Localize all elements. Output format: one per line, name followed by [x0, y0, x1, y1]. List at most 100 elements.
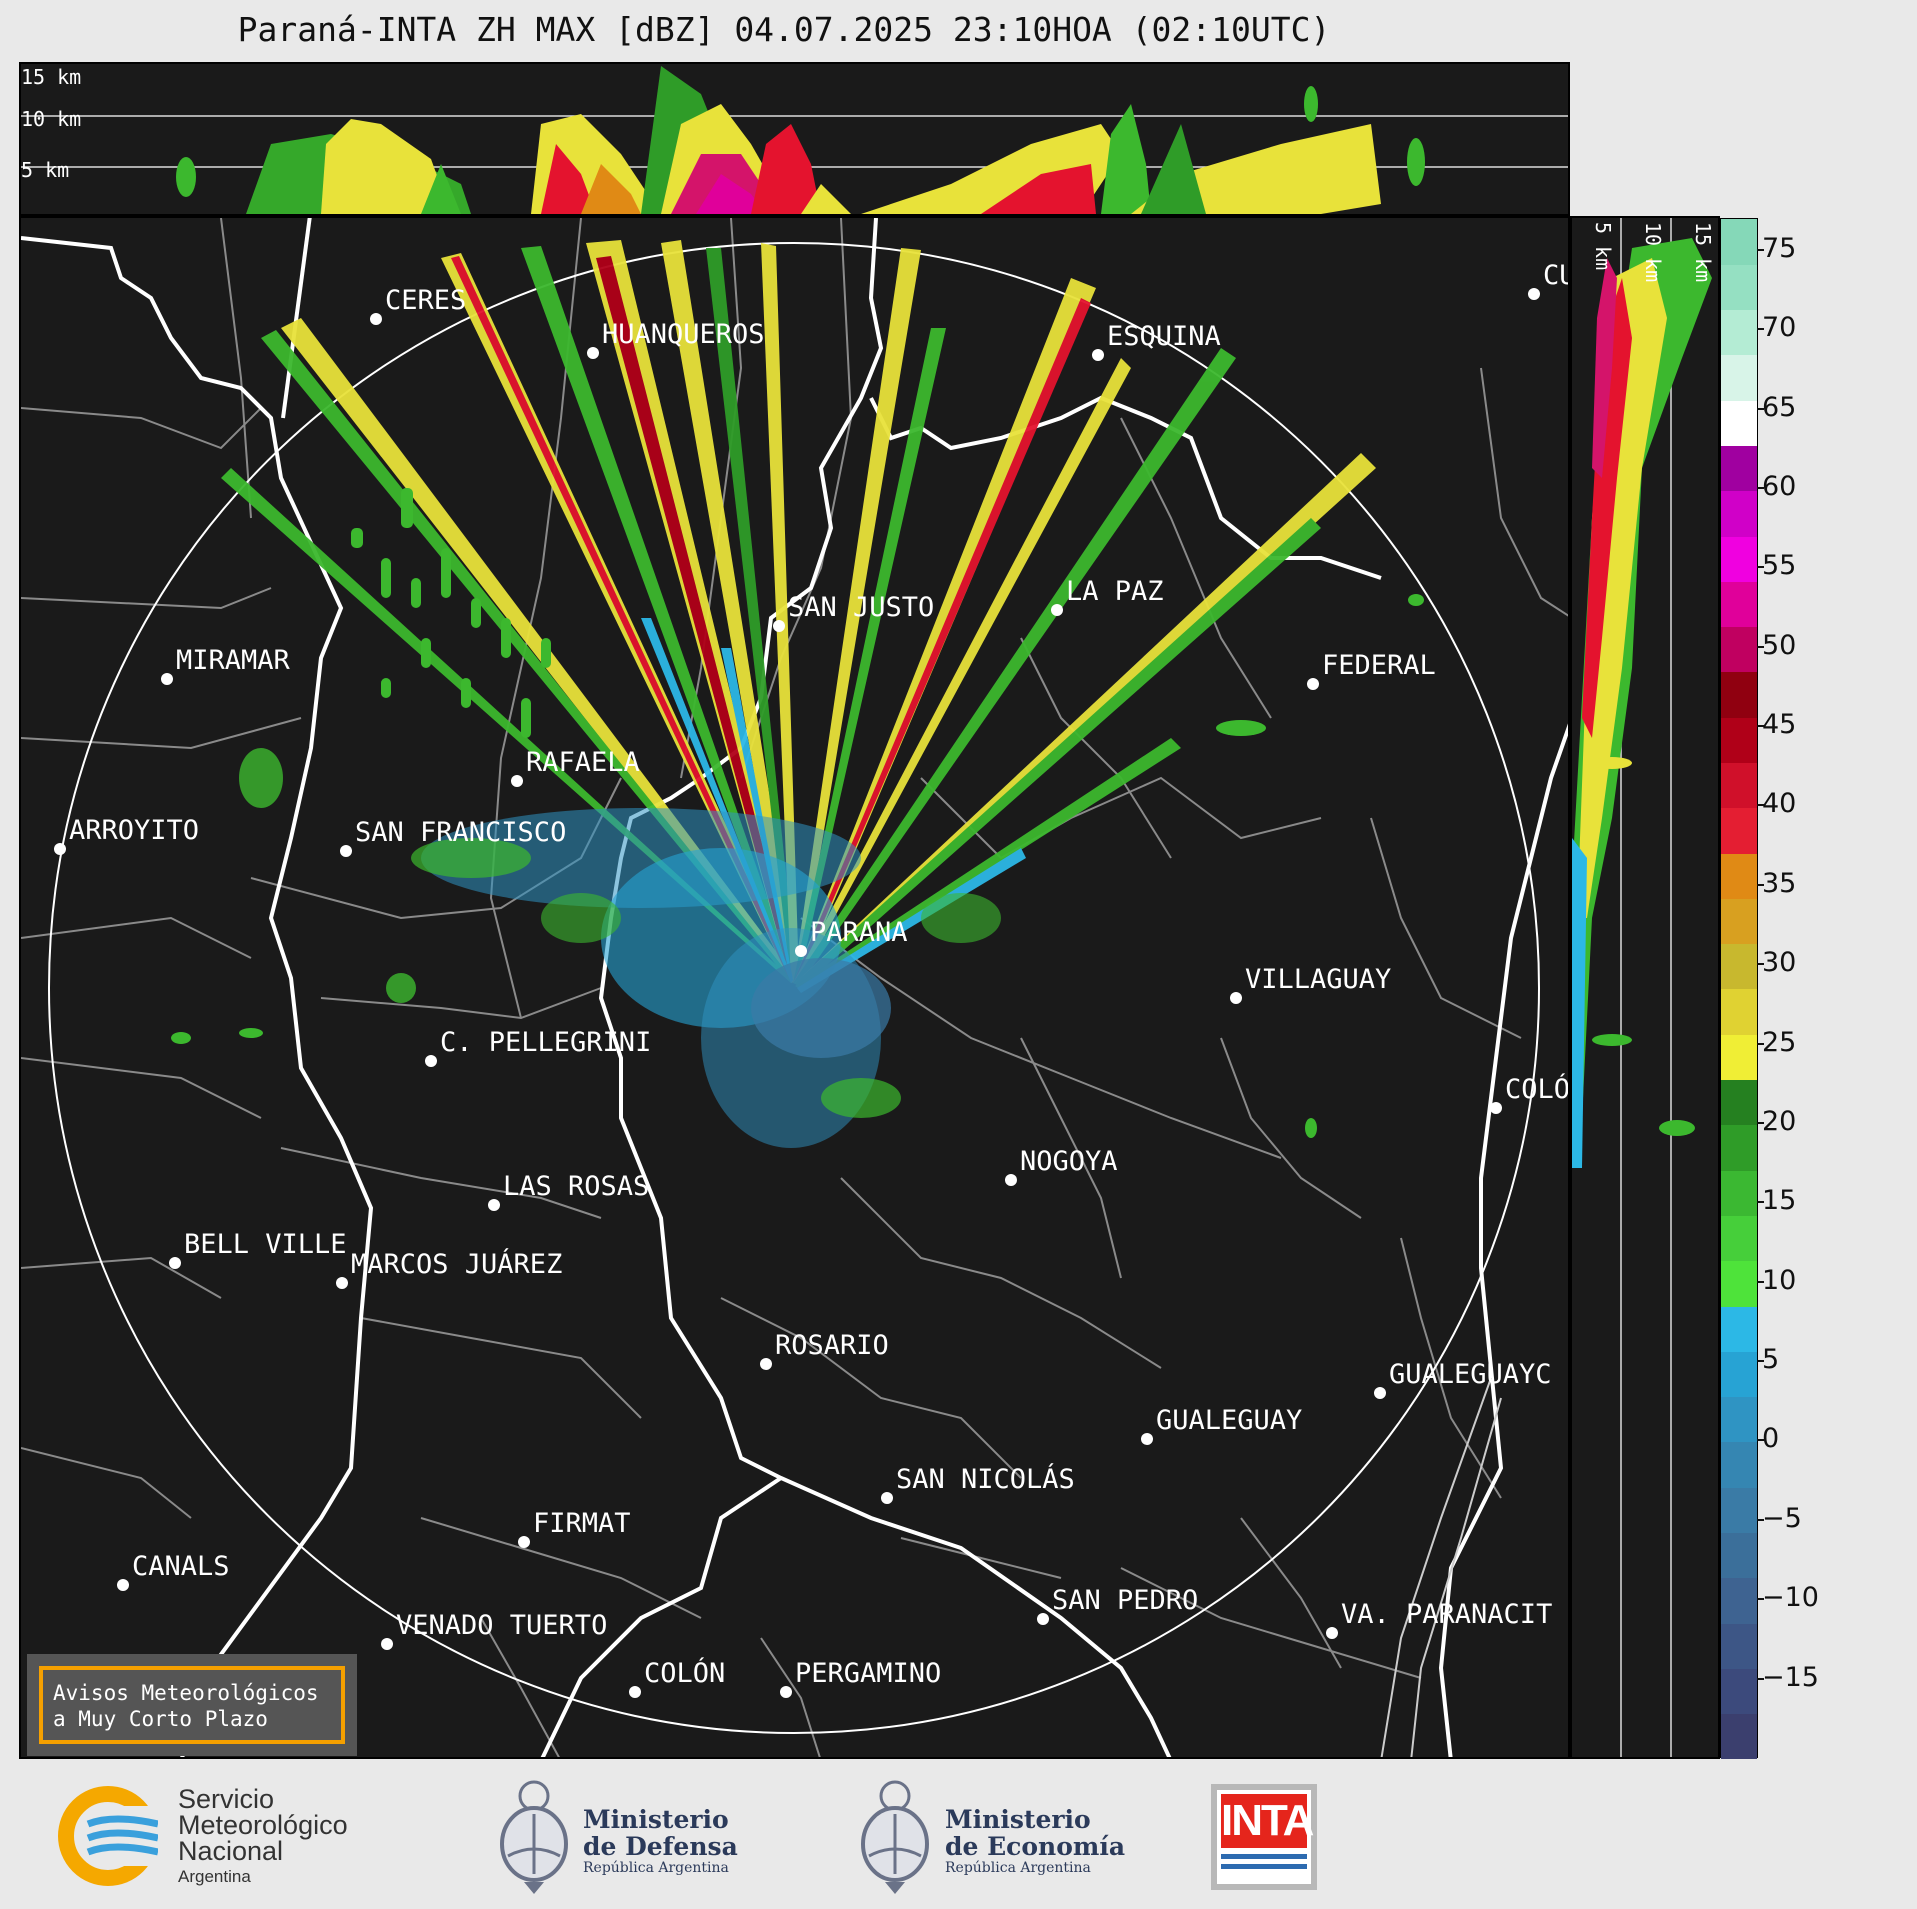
colorbar-segment: [1721, 762, 1757, 809]
colorbar-tick-label: 35: [1762, 867, 1797, 899]
colorbar-segment: [1721, 1260, 1757, 1307]
colorbar-segment: [1721, 1170, 1757, 1216]
colorbar-tick-label: 65: [1762, 391, 1797, 423]
city-label: FIRMAT: [533, 1508, 631, 1539]
colorbar-tick-mark: [1757, 1439, 1764, 1442]
colorbar-tick-mark: [1757, 328, 1764, 331]
city-label: HUANQUEROS: [602, 319, 765, 350]
colorbar-segment: [1721, 1532, 1757, 1579]
top-echo-profile: [176, 66, 1425, 214]
chart-title: Paraná-INTA ZH MAX [dBZ] 04.07.2025 23:1…: [237, 10, 1331, 49]
city-label: ESQUINA: [1107, 321, 1221, 352]
colorbar-tick-label: 15: [1762, 1185, 1797, 1217]
colorbar-segment: [1721, 490, 1757, 537]
radar-map-svg: CERES HUANQUEROS ESQUINA CU MIRAMAR SAN …: [21, 218, 1568, 1757]
top-height-panel: 15 km 10 km 5 km: [19, 62, 1570, 216]
colorbar-tick-mark: [1757, 566, 1764, 569]
defensa-line: Ministerio: [583, 1805, 729, 1834]
city-label: VILLAGUAY: [1245, 964, 1391, 995]
city-label: MARCOS JUÁREZ: [351, 1248, 562, 1280]
colorbar-segment: [1721, 1396, 1757, 1443]
smn-line: Argentina: [178, 1867, 251, 1886]
colorbar-tick-mark: [1757, 725, 1764, 728]
colorbar-segment: [1721, 1034, 1757, 1081]
colorbar-segment: [1721, 898, 1757, 945]
colorbar-tick-label: 25: [1762, 1026, 1797, 1058]
colorbar-tick-label: 55: [1762, 550, 1797, 582]
colorbar-tick-label: 10: [1762, 1264, 1797, 1296]
colorbar-tick-mark: [1757, 1280, 1764, 1283]
top-label-5km: 5 km: [21, 158, 69, 182]
colorbar-tick-label: −15: [1762, 1661, 1819, 1693]
city-label: GUALEGUAYC: [1389, 1359, 1552, 1390]
colorbar-segment: [1721, 445, 1757, 492]
city-label: CERES: [385, 285, 466, 316]
inta-logo-text: INTA: [1221, 1794, 1314, 1848]
city-label: NOGOYA: [1020, 1146, 1118, 1177]
colorbar-tick-label: 60: [1762, 470, 1797, 502]
city-label: FEDERAL: [1322, 650, 1436, 681]
colorbar-segment: [1721, 717, 1757, 764]
city-label: SAN FRANCISCO: [355, 817, 566, 848]
notice-line-1: Avisos Meteorológicos: [53, 1681, 319, 1705]
colorbar-segment: [1721, 309, 1757, 356]
smn-line: Meteorológico: [178, 1810, 348, 1840]
delta-rivers: [1380, 1377, 1502, 1757]
colorbar-segment: [1721, 536, 1757, 582]
top-label-15km: 15 km: [21, 65, 81, 89]
colorbar-tick-label: 70: [1762, 312, 1797, 344]
scattered-cells: [351, 488, 551, 738]
colorbar-tick-mark: [1757, 1518, 1764, 1521]
colorbar-tick-label: 40: [1762, 788, 1797, 820]
side-echo-profile: [1572, 238, 1712, 1168]
range-ring: [48, 242, 1540, 1734]
colorbar-segment: [1721, 354, 1757, 401]
colorbar-tick-mark: [1757, 1042, 1764, 1045]
colorbar-segment: [1721, 1215, 1757, 1262]
city-markers: [54, 288, 1540, 1698]
colorbar-tick-mark: [1757, 963, 1764, 966]
smn-line: Servicio: [178, 1784, 275, 1814]
city-label: BELL VILLE: [184, 1229, 347, 1260]
colorbar-tick-label: 75: [1762, 232, 1797, 264]
colorbar-tick-mark: [1757, 804, 1764, 807]
colorbar-segment: [1721, 1351, 1757, 1398]
side-profile-svg: 5 km 10 km 15 km: [1572, 218, 1715, 1757]
defensa-line: de Defensa: [583, 1832, 738, 1861]
colorbar-tick-label: 45: [1762, 709, 1797, 741]
side-label-15km: 15 km: [1691, 222, 1715, 282]
economia-line: de Economía: [945, 1832, 1126, 1861]
colorbar-segment: [1721, 1079, 1757, 1126]
colorbar-tick-mark: [1757, 1360, 1764, 1363]
city-label: MIRAMAR: [176, 645, 291, 676]
colorbar-tick-mark: [1757, 1598, 1764, 1601]
city-label: SAN PEDRO: [1052, 1585, 1198, 1616]
inta-logo: INTA: [1211, 1784, 1317, 1890]
notice-box: Avisos Meteorológicos a Muy Corto Plazo: [27, 1654, 357, 1756]
colorbar-segment: [1721, 1668, 1757, 1715]
colorbar-tick-mark: [1757, 645, 1764, 648]
city-label: SAN NICOLÁS: [896, 1463, 1075, 1495]
city-label: COLÓN: [644, 1657, 725, 1689]
economia-line: Ministerio: [945, 1805, 1091, 1834]
colorbar-tick-label: 0: [1762, 1423, 1780, 1455]
near-range-echoes: [171, 594, 1424, 1148]
city-label: GUALEGUAY: [1156, 1405, 1302, 1436]
city-label: VA. PARANACIT: [1341, 1599, 1552, 1630]
colorbar-tick-label: 50: [1762, 629, 1797, 661]
colorbar-tick-label: −10: [1762, 1582, 1819, 1614]
top-profile-svg: 15 km 10 km 5 km: [21, 65, 1568, 214]
city-label: C. PELLEGRINI: [440, 1027, 651, 1058]
city-label: VENADO TUERTO: [396, 1610, 607, 1641]
city-label: CANALS: [132, 1551, 230, 1582]
colorbar-segment: [1721, 626, 1757, 673]
colorbar-tick-mark: [1757, 486, 1764, 489]
city-label: LA PAZ: [1066, 576, 1164, 607]
colorbar-tick-label: −5: [1762, 1502, 1802, 1534]
city-label: RAFAELA: [526, 747, 640, 778]
city-label: PARANA: [810, 917, 908, 948]
side-label-10km: 10 km: [1641, 222, 1665, 282]
city-labels: CERES HUANQUEROS ESQUINA CU MIRAMAR SAN …: [69, 260, 1568, 1689]
colorbar: [1720, 218, 1758, 1760]
defensa-seal-icon: [494, 1774, 574, 1900]
